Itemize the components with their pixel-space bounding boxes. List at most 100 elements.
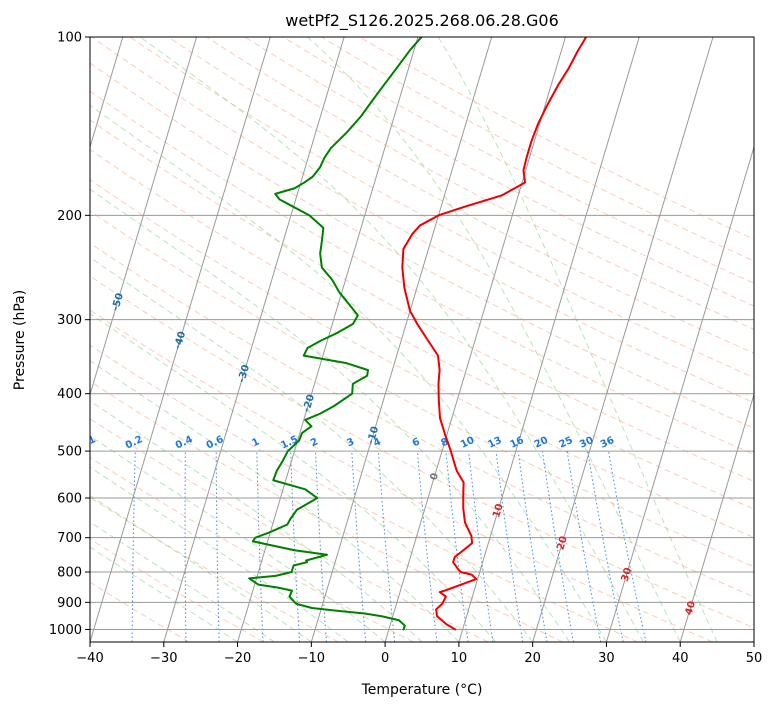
mixing-ratio-label: 25 — [557, 435, 574, 451]
y-tick-label: 300 — [57, 313, 82, 328]
dry-adiabat — [168, 37, 754, 354]
plot-background — [90, 37, 754, 642]
x-tick-label: −40 — [76, 651, 103, 666]
isotherm-label: 20 — [555, 535, 570, 552]
dry-adiabat — [90, 418, 489, 642]
moist-adiabat — [90, 400, 423, 642]
moist-adiabat — [139, 37, 644, 642]
dry-adiabat — [244, 37, 754, 307]
dry-adiabat — [90, 119, 754, 483]
dry-adiabat — [90, 538, 264, 642]
dry-adiabat — [90, 581, 190, 642]
isotherm-label: -30 — [236, 364, 252, 384]
sounding-profiles — [248, 37, 588, 631]
y-tick-label: 600 — [57, 492, 82, 507]
background-line-labels: -100-90-80-70-60-50-40-30-20-10010203040… — [0, 205, 699, 617]
mixing-ratio-label: 8 — [439, 436, 450, 449]
x-tick-label: 20 — [524, 651, 541, 666]
isotherm-line — [679, 392, 754, 642]
isotherm-label: -20 — [301, 393, 317, 413]
mixing-ratio-line — [608, 451, 647, 642]
mixing-ratio-label: 20 — [533, 435, 550, 451]
x-tick-label: 10 — [451, 651, 468, 666]
isotherm-label: 30 — [620, 566, 635, 583]
dry-adiabat — [90, 90, 754, 456]
isotherm-line — [458, 37, 640, 642]
mixing-ratio-line — [351, 451, 367, 642]
mixing-ratio-label: 6 — [411, 436, 422, 449]
chart-title: wetPf2_S126.2025.268.06.28.G06 — [285, 11, 559, 31]
isotherm-line — [237, 37, 419, 642]
isotherm-line — [90, 37, 124, 149]
y-tick-label: 100 — [57, 31, 82, 46]
x-tick-label: −20 — [224, 651, 251, 666]
isotherm-label: 40 — [684, 600, 699, 617]
mixing-ratio-label: 13 — [486, 435, 503, 451]
isotherm-line — [90, 37, 198, 397]
x-tick-label: 50 — [746, 651, 763, 666]
axes: −40 −30 −20 −10 0 10 20 30 40 5010020030040050060… — [49, 31, 762, 667]
dry-adiabat — [90, 456, 414, 642]
x-tick-label: 30 — [598, 651, 615, 666]
x-tick-label: 40 — [672, 651, 689, 666]
mixing-ratio-label: 1 — [250, 436, 261, 449]
mixing-ratio-line — [416, 451, 438, 642]
dry-adiabat — [90, 309, 713, 642]
x-tick-label: −10 — [298, 651, 325, 666]
moist-adiabat — [90, 188, 570, 642]
y-tick-label: 500 — [57, 445, 82, 460]
isotherm-label: 0 — [429, 472, 442, 482]
mixing-ratio-label: 16 — [508, 435, 525, 451]
moist-adiabat — [437, 37, 718, 642]
isotherm-line — [753, 640, 754, 642]
isotherm-line — [532, 37, 714, 642]
plot-frame — [89, 36, 755, 643]
dry-adiabat — [90, 242, 754, 598]
moist-adiabat — [90, 104, 607, 642]
isotherm-line — [384, 37, 566, 642]
mixing-ratio-line — [517, 451, 548, 642]
x-tick-label: −30 — [150, 651, 177, 666]
y-tick-label: 800 — [57, 566, 82, 581]
temperature-profile — [401, 37, 588, 631]
dry-adiabat — [90, 148, 754, 510]
isotherm-label: -50 — [110, 292, 126, 312]
y-tick-label: 1000 — [49, 623, 82, 638]
dry-adiabat — [282, 37, 754, 284]
mixing-ratio-label: 36 — [599, 435, 616, 451]
moist-adiabat — [90, 360, 460, 642]
isotherm-line — [90, 37, 271, 642]
isotherm-label: -10 — [366, 425, 382, 445]
x-axis-label: Temperature (°C) — [361, 682, 483, 698]
isotherm-line — [310, 37, 493, 642]
isotherm-label: 10 — [491, 502, 506, 519]
isotherm-label: -70 — [0, 205, 4, 225]
y-tick-label: 200 — [57, 209, 82, 224]
y-tick-label: 400 — [57, 387, 82, 402]
isotherm-label: -60 — [48, 252, 64, 272]
dewpoint-profile — [248, 37, 423, 631]
mixing-ratio-line — [468, 451, 494, 642]
isotherm-line — [163, 37, 345, 642]
mixing-ratio-line — [445, 451, 469, 642]
background-lines — [90, 37, 754, 642]
x-tick-label: 0 — [381, 651, 389, 666]
mixing-ratio-label: 4 — [372, 436, 383, 449]
y-tick-label: 900 — [57, 596, 82, 611]
moist-adiabat — [307, 37, 681, 642]
moist-adiabat — [90, 312, 497, 642]
mixing-ratio-line — [587, 451, 624, 642]
mixing-ratio-label: 2 — [309, 436, 320, 449]
moist-adiabat — [90, 466, 349, 642]
dry-adiabat — [129, 37, 754, 379]
dry-adiabat — [90, 179, 754, 539]
mixing-ratio-label: 10 — [459, 435, 476, 451]
mixing-ratio-label: 30 — [578, 435, 595, 451]
mixing-ratio-label: 3 — [345, 436, 356, 449]
isotherm-line — [605, 145, 754, 642]
dry-adiabat — [90, 344, 639, 642]
mixing-ratio-line — [377, 451, 396, 642]
mixing-ratio-label: 0.1 — [77, 434, 98, 451]
mixing-ratio-line — [495, 451, 524, 642]
